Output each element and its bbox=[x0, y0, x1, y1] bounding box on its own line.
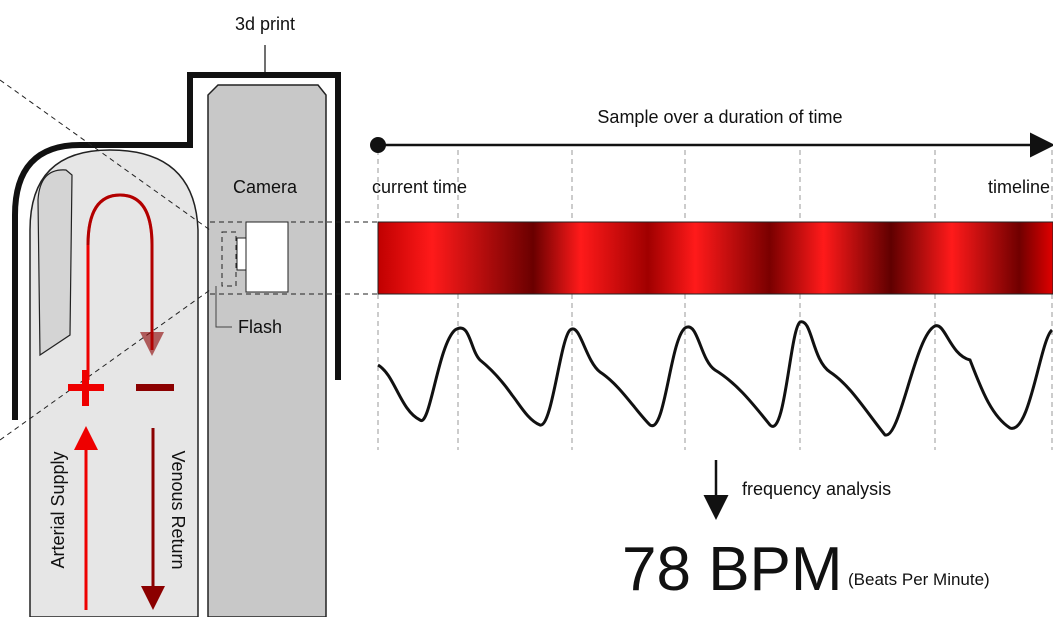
frequency-label: frequency analysis bbox=[742, 479, 891, 499]
grid bbox=[377, 150, 1053, 450]
phone bbox=[207, 84, 327, 617]
timeline-label: timeline bbox=[988, 177, 1050, 197]
fingernail bbox=[37, 169, 73, 357]
camera bbox=[245, 221, 289, 293]
bpm-value: 78 BPM bbox=[622, 535, 843, 604]
bpm-note: (Beats Per Minute) bbox=[848, 570, 990, 589]
sample-label: Sample over a duration of time bbox=[597, 107, 842, 127]
camera-label: Camera bbox=[233, 177, 298, 197]
flash bbox=[221, 231, 237, 287]
print-label: 3d print bbox=[235, 14, 295, 34]
venous-label: Venous Return bbox=[168, 450, 188, 569]
finger bbox=[29, 149, 199, 617]
signal-strip bbox=[377, 221, 1053, 295]
dash bbox=[0, 79, 211, 231]
flow bbox=[86, 193, 164, 356]
bracket bbox=[12, 72, 341, 420]
arterial-label: Arterial Supply bbox=[48, 451, 68, 568]
current-label: current time bbox=[372, 177, 467, 197]
waveform bbox=[377, 320, 1053, 437]
flash-label: Flash bbox=[238, 317, 282, 337]
plus bbox=[82, 370, 89, 406]
leader bbox=[215, 286, 232, 328]
dash bbox=[0, 289, 211, 441]
minus bbox=[136, 384, 174, 391]
